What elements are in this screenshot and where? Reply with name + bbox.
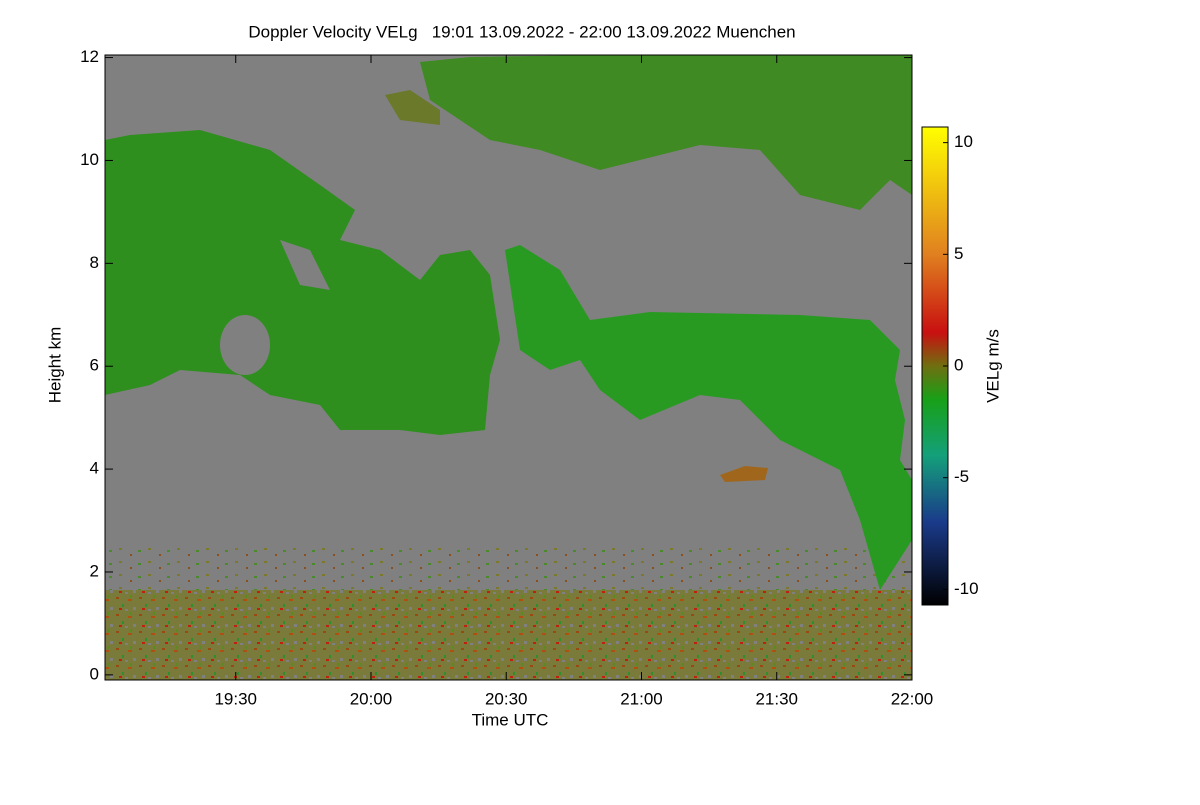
cloud-hole [220,315,270,375]
y-tick-label: 12 [80,47,99,66]
y-tick-label: 4 [90,459,99,478]
x-tick-label: 21:00 [620,689,663,708]
y-tick-label: 0 [90,664,99,683]
plot-frame [104,54,913,681]
cloud-blob [720,466,768,482]
cloud-upper [420,55,912,210]
noise-band [105,590,912,680]
noise-top [105,545,912,595]
heatmap-layer [105,55,912,680]
colorbar-tick-label: 0 [954,355,963,374]
colorbar-tick-label: 10 [954,132,973,151]
colorbar-tick-label: 5 [954,244,963,263]
x-axis-label: Time UTC [472,710,549,729]
x-tick-label: 22:00 [891,689,934,708]
cloud-fragment [385,90,440,125]
x-tick-label: 20:30 [485,689,528,708]
x-tick-label: 21:30 [755,689,798,708]
x-tick-label: 20:00 [350,689,393,708]
y-tick-label: 6 [90,356,99,375]
colorbar-tick-label: -5 [954,467,969,486]
colorbar-tick-label: -10 [954,579,979,598]
chart-title: Doppler Velocity VELg 19:01 13.09.2022 -… [248,22,795,41]
y-tick-label: 2 [90,561,99,580]
y-tick-label: 8 [90,253,99,272]
y-axis-label: Height km [45,327,64,404]
cloud-gap [280,240,330,290]
x-tick-label: 19:30 [214,689,257,708]
y-tick-label: 10 [80,150,99,169]
colorbar-label: VELg m/s [983,329,1002,403]
cloud-right [505,245,912,590]
